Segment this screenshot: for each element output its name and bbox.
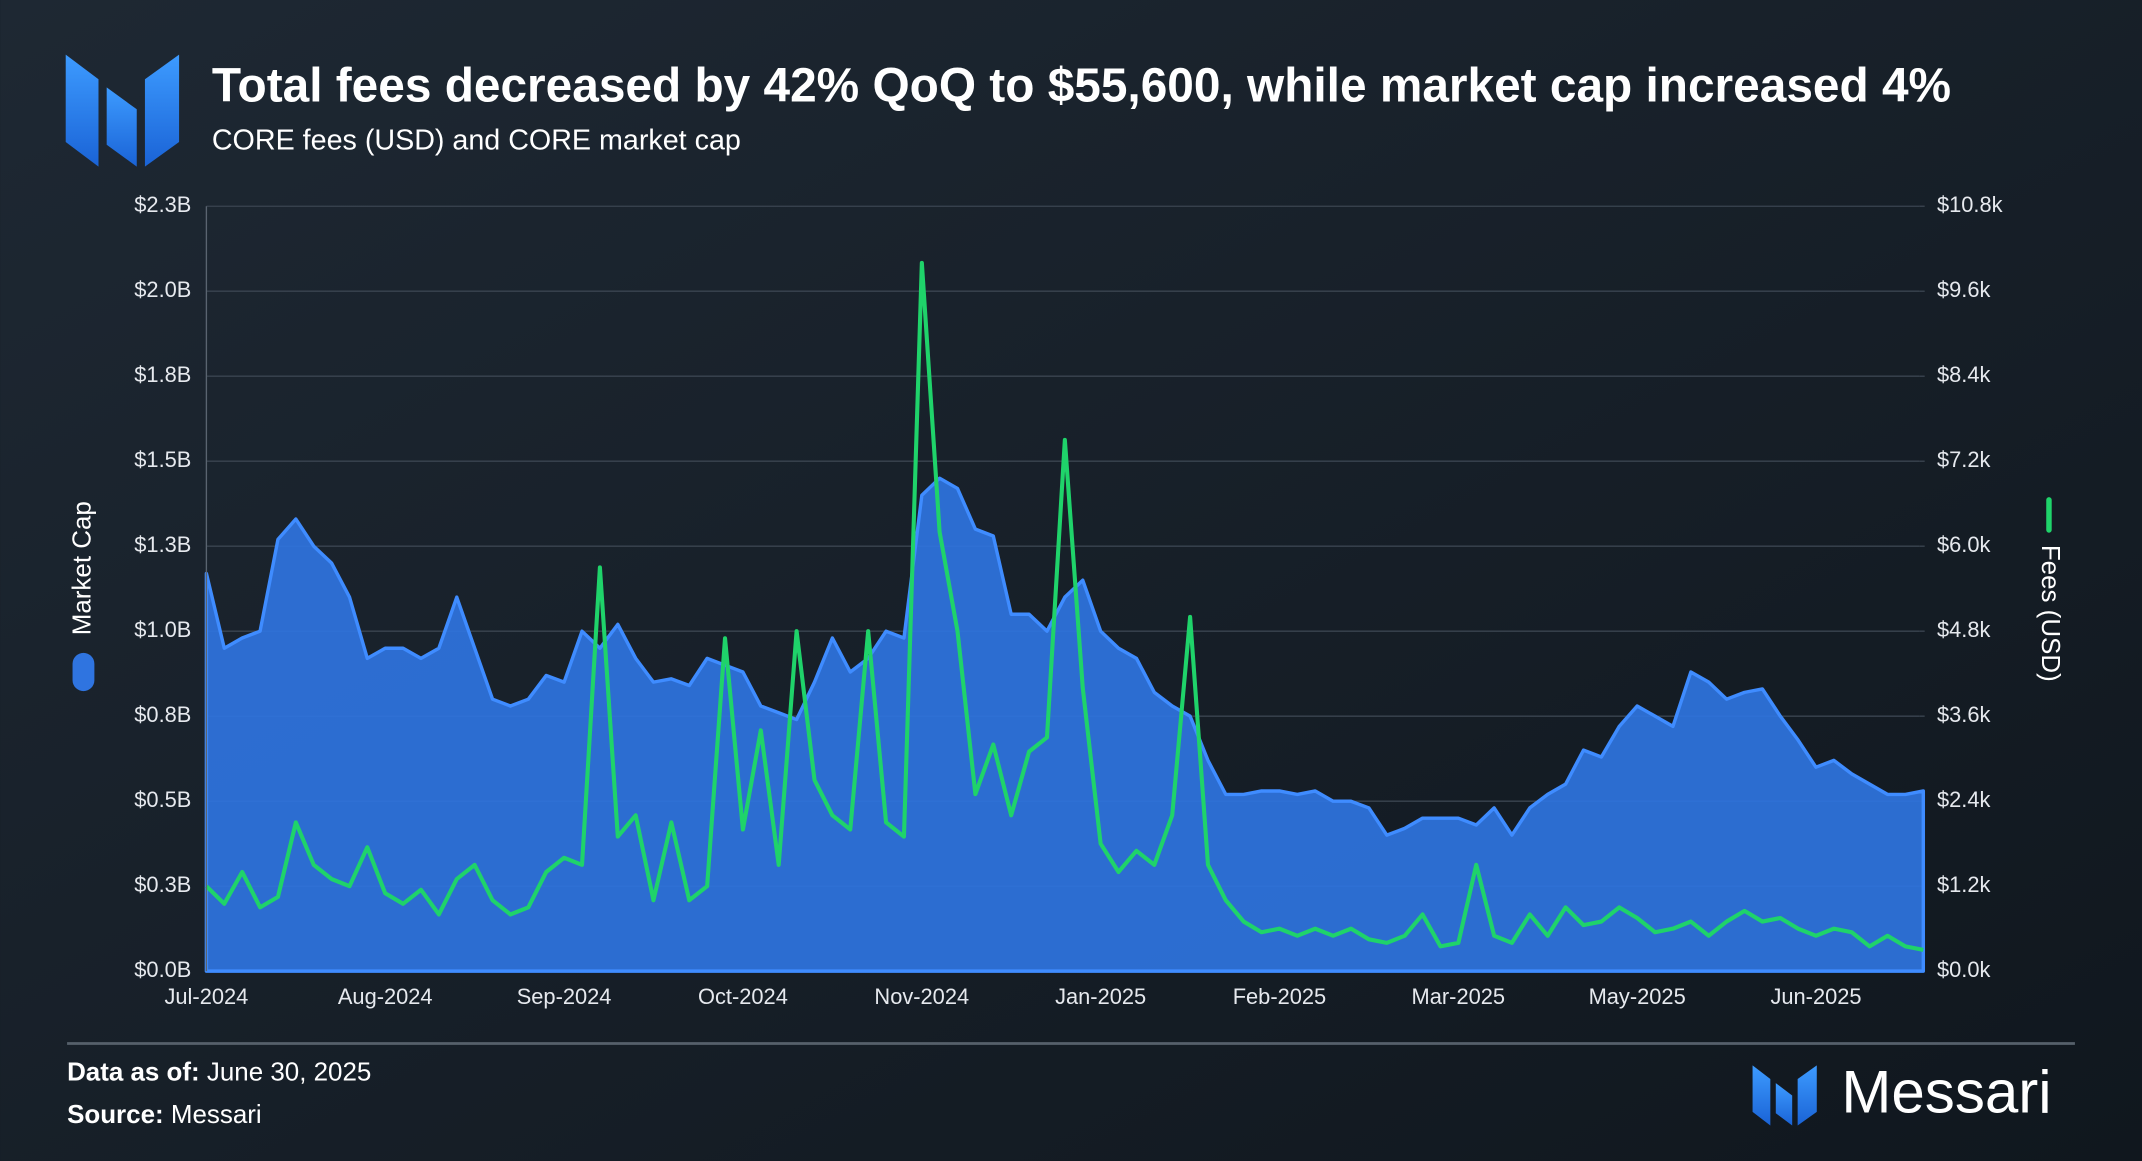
y2-tick-label: $8.4k — [1937, 362, 1991, 387]
footer-source: Source: Messari — [67, 1101, 262, 1129]
y2-tick-label: $2.4k — [1937, 787, 1991, 812]
y-tick-label: $0.8B — [134, 702, 191, 727]
y2-tick-label: $4.8k — [1937, 617, 1991, 642]
y2-tick-label: $3.6k — [1937, 702, 1991, 727]
y-tick-label: $2.0B — [134, 277, 191, 302]
footer-source-label: Source: — [67, 1101, 164, 1129]
y-tick-label: $0.3B — [134, 872, 191, 897]
footer-source-value: Messari — [171, 1101, 262, 1129]
x-tick-label: May-2025 — [1589, 984, 1686, 1009]
y-tick-label: $1.5B — [134, 447, 191, 472]
brand-logo — [1752, 1065, 1817, 1126]
y2-tick-label: $6.0k — [1937, 532, 1991, 557]
axis-title: Fees (USD) — [2036, 545, 2064, 682]
y2-tick-label: $9.6k — [1937, 277, 1991, 302]
x-tick-label: Mar-2025 — [1412, 984, 1506, 1009]
y2-tick-label: $7.2k — [1937, 447, 1991, 472]
x-tick-label: Nov-2024 — [874, 984, 969, 1009]
x-tick-label: Sep-2024 — [517, 984, 612, 1009]
y2-tick-label: $10.8k — [1937, 192, 2003, 217]
x-tick-label: Feb-2025 — [1233, 984, 1327, 1009]
footer-date-value: June 30, 2025 — [207, 1058, 371, 1086]
area — [204, 476, 1926, 973]
x-tick-label: Aug-2024 — [338, 984, 433, 1009]
x-tick-label: Oct-2024 — [698, 984, 788, 1009]
legend-key — [2046, 497, 2052, 533]
brand-name: Messari — [1841, 1059, 2051, 1126]
x-tick-label: Jan-2025 — [1055, 984, 1146, 1009]
chart-subtitle: CORE fees (USD) and CORE market cap — [212, 125, 741, 157]
y-tick-label: $1.0B — [134, 617, 191, 642]
y-tick-label: $0.0B — [134, 957, 191, 982]
y2-tick-label: $1.2k — [1937, 872, 1991, 897]
x-tick-label: Jul-2024 — [164, 984, 248, 1009]
y-tick-label: $1.3B — [134, 532, 191, 557]
y2-tick-label: $0.0k — [1937, 957, 1991, 982]
y-tick-label: $0.5B — [134, 787, 191, 812]
footer-date: Data as of: June 30, 2025 — [67, 1058, 371, 1086]
y-tick-label: $2.3B — [134, 192, 191, 217]
chart-title: Total fees decreased by 42% QoQ to $55,6… — [212, 59, 1951, 112]
x-tick-label: Jun-2025 — [1770, 984, 1861, 1009]
footer-date-label: Data as of: — [67, 1058, 200, 1086]
y-tick-label: $1.8B — [134, 362, 191, 387]
legend-key — [72, 652, 95, 692]
logo — [65, 54, 180, 167]
axis-title: Market Cap — [68, 501, 96, 635]
line — [204, 260, 1924, 952]
